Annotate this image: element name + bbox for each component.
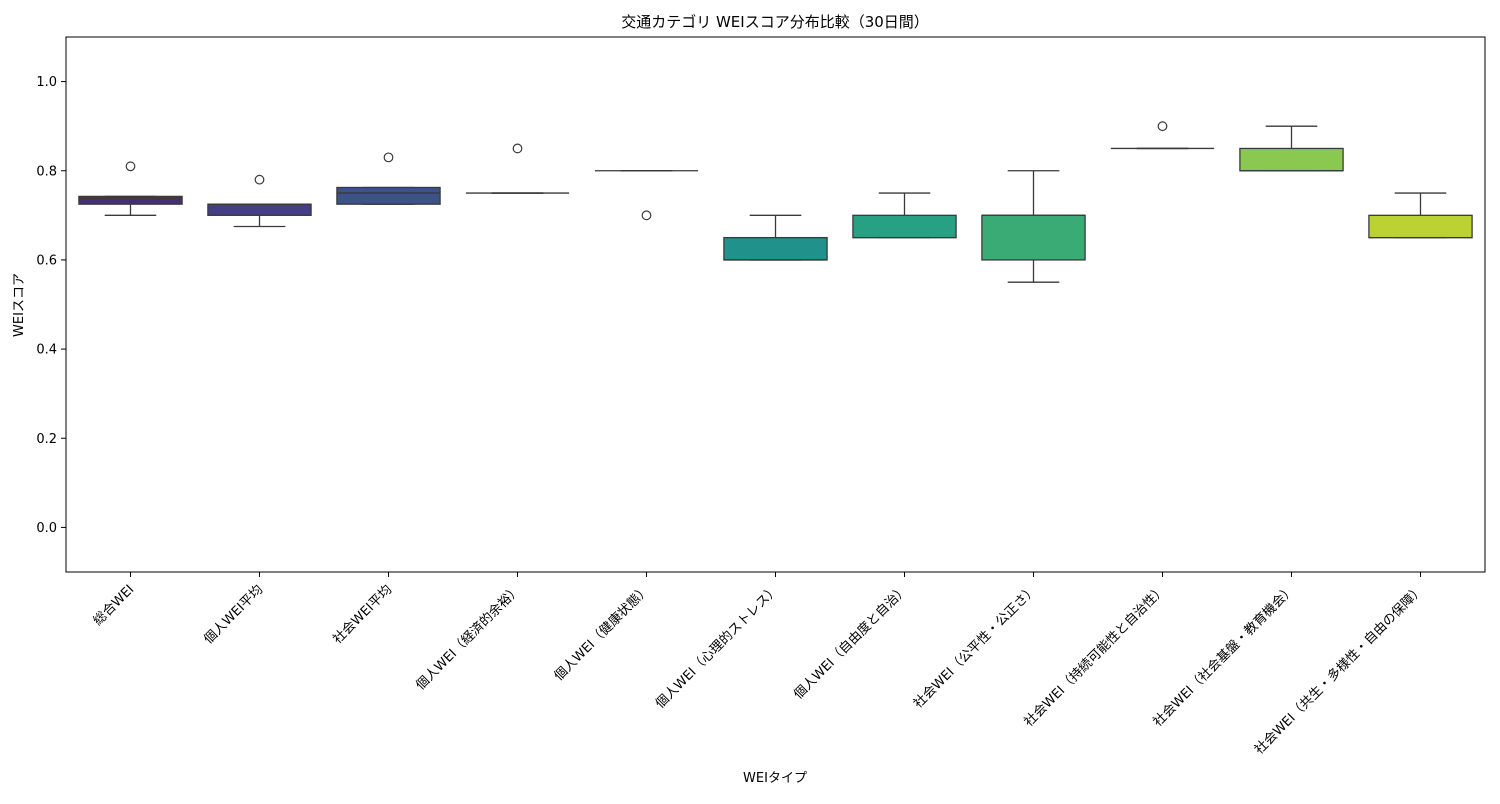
- outlier-point: [1157, 121, 1168, 132]
- y-tick-label: 0.6: [36, 253, 57, 268]
- x-tick-label: 社会WEI（公平性・公正さ）: [910, 582, 1040, 712]
- box-group: [852, 192, 957, 239]
- x-axis: 総合WEI 個人WEI平均 社会WEI平均 個人WEI（経済的余裕） 個人WEI（健康状…: [91, 572, 1427, 758]
- x-tick-label: 社会WEI（持続可能性と自治性）: [1021, 582, 1169, 730]
- box-group: [594, 170, 699, 221]
- chart-title: 交通カテゴリ WEIスコア分布比較（30日間）: [621, 13, 929, 31]
- box: [1368, 214, 1473, 239]
- y-tick-label: 1.0: [36, 75, 57, 90]
- box-group: [465, 143, 570, 194]
- x-axis-label: WEIタイプ: [743, 771, 807, 786]
- x-tick-label: 個人WEI（自由度と自治）: [790, 582, 911, 703]
- box-group: [1239, 125, 1344, 172]
- box: [981, 214, 1086, 261]
- box: [78, 195, 183, 205]
- y-tick-label: 0.0: [36, 521, 57, 536]
- y-axis-label: WEIスコア: [12, 273, 27, 337]
- x-tick-label: 個人WEI（経済的余裕）: [413, 582, 525, 694]
- outlier-point: [512, 143, 523, 154]
- plot-frame: [65, 36, 1486, 573]
- x-tick-label: 社会WEI（社会基盤・教育機会）: [1150, 582, 1298, 730]
- x-tick-label: 個人WEI（健康状態）: [551, 582, 653, 684]
- box: [852, 214, 957, 239]
- y-tick-label: 0.2: [36, 432, 57, 447]
- x-tick-label: 総合WEI: [91, 582, 138, 629]
- plot-area: [78, 121, 1473, 283]
- x-tick-label: 社会WEI平均: [330, 582, 396, 648]
- x-tick-label: 個人WEI平均: [201, 582, 266, 647]
- y-tick-label: 0.8: [36, 164, 57, 179]
- box-group: [1110, 121, 1215, 150]
- box: [336, 186, 441, 205]
- y-axis: 0.0 0.2 0.4 0.6 0.8 1.0: [36, 75, 66, 536]
- x-tick-label: 個人WEI（心理的ストレス）: [652, 582, 782, 712]
- box: [1239, 147, 1344, 172]
- box-group: [1368, 192, 1473, 239]
- box-group: [723, 214, 828, 261]
- outlier-point: [383, 152, 394, 163]
- box-group: [78, 161, 183, 216]
- box-group: [336, 152, 441, 205]
- y-tick-label: 0.4: [36, 343, 57, 358]
- box: [207, 203, 312, 216]
- outlier-point: [125, 161, 136, 172]
- box-group: [207, 174, 312, 228]
- outlier-point: [254, 174, 265, 185]
- outlier-point: [641, 210, 652, 221]
- box: [723, 236, 828, 261]
- box-group: [981, 170, 1086, 283]
